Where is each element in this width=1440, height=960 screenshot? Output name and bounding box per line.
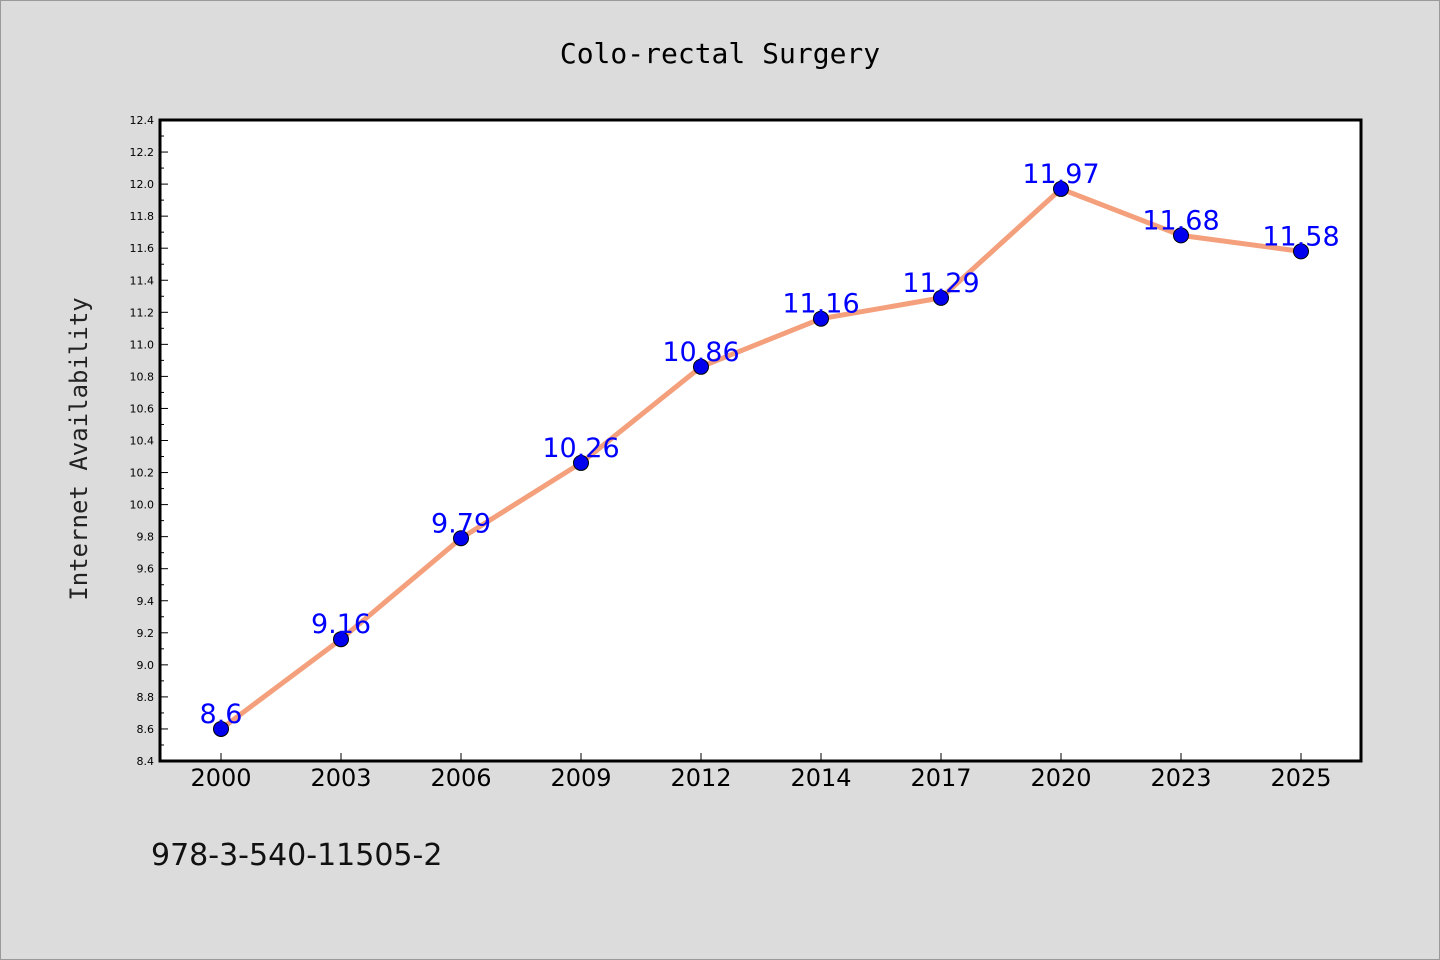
y-tick-label: 9.8 bbox=[137, 531, 155, 544]
x-tick-label: 2025 bbox=[1270, 764, 1331, 792]
y-tick-label: 11.8 bbox=[130, 210, 155, 223]
plot-frame bbox=[158, 118, 1363, 763]
data-label: 10.86 bbox=[662, 337, 739, 368]
x-tick-label: 2006 bbox=[430, 764, 491, 792]
data-label: 11.16 bbox=[782, 289, 859, 320]
data-point bbox=[1053, 180, 1069, 197]
y-axis-ticks: 8.4 8.6 8.8 9.0 9.2 9.4 9.6 9.8 10.0 10.2 10.4 10.6… bbox=[130, 114, 168, 768]
x-tick-label: 2003 bbox=[310, 764, 371, 792]
x-tick-label: 2023 bbox=[1150, 764, 1211, 792]
y-axis-label: Internet Availability bbox=[65, 297, 93, 600]
footer-text: 978-3-540-11505-2 bbox=[151, 838, 442, 873]
y-tick-label: 8.6 bbox=[137, 723, 155, 736]
y-tick-label: 9.2 bbox=[137, 627, 155, 640]
series-layer: 8.6 9.16 9.79 10.26 10.86 11.16 11.29 11.97 11.6… bbox=[200, 159, 1340, 737]
y-tick-label: 12.4 bbox=[130, 114, 155, 127]
data-point bbox=[213, 720, 229, 737]
data-point bbox=[333, 631, 349, 648]
y-tick-label: 11.0 bbox=[130, 338, 155, 351]
y-tick-label: 12.2 bbox=[130, 146, 155, 159]
x-tick-label: 2014 bbox=[790, 764, 851, 792]
y-tick-label: 11.6 bbox=[130, 242, 155, 255]
y-tick-label: 9.6 bbox=[137, 563, 155, 576]
y-tick-label: 10.8 bbox=[130, 370, 155, 383]
data-point bbox=[453, 530, 469, 547]
data-point bbox=[1293, 243, 1309, 260]
y-tick-label: 12.0 bbox=[130, 178, 155, 191]
x-tick-label: 2012 bbox=[670, 764, 731, 792]
data-point bbox=[813, 310, 829, 327]
data-label: 11.68 bbox=[1142, 205, 1219, 236]
y-tick-label: 9.4 bbox=[137, 595, 155, 608]
data-label: 9.16 bbox=[311, 609, 371, 640]
data-label: 10.26 bbox=[542, 433, 619, 464]
data-label: 11.58 bbox=[1262, 221, 1339, 252]
data-label: 11.29 bbox=[902, 268, 979, 299]
y-tick-label: 10.0 bbox=[130, 499, 155, 512]
series-line bbox=[218, 186, 1304, 732]
x-tick-label: 2017 bbox=[910, 764, 971, 792]
y-tick-label: 10.6 bbox=[130, 402, 155, 415]
y-tick-label: 10.4 bbox=[130, 435, 155, 448]
y-tick-label: 8.8 bbox=[137, 691, 155, 704]
data-point bbox=[933, 289, 949, 306]
x-tick-label: 2020 bbox=[1030, 764, 1091, 792]
y-tick-label: 11.4 bbox=[130, 274, 155, 287]
data-label: 9.79 bbox=[431, 508, 491, 539]
data-label: 8.6 bbox=[200, 699, 243, 730]
x-tick-label: 2000 bbox=[190, 764, 251, 792]
chart-title: Colo-rectal Surgery bbox=[560, 37, 880, 70]
x-axis-ticks: 2000 2003 2006 2009 2012 2014 2017 2020 2023 2025 bbox=[190, 753, 1332, 792]
y-tick-label: 8.4 bbox=[137, 755, 155, 768]
x-tick-label: 2009 bbox=[550, 764, 611, 792]
y-tick-label: 10.2 bbox=[130, 467, 155, 480]
data-point bbox=[573, 454, 589, 471]
data-point bbox=[693, 358, 709, 375]
data-point bbox=[1173, 227, 1189, 244]
y-tick-label: 11.2 bbox=[130, 306, 155, 319]
y-tick-label: 9.0 bbox=[137, 659, 155, 672]
data-label: 11.97 bbox=[1022, 159, 1099, 190]
